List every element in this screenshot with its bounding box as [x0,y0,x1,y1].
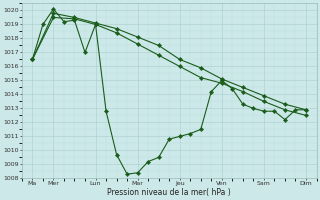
X-axis label: Pression niveau de la mer( hPa ): Pression niveau de la mer( hPa ) [107,188,231,197]
